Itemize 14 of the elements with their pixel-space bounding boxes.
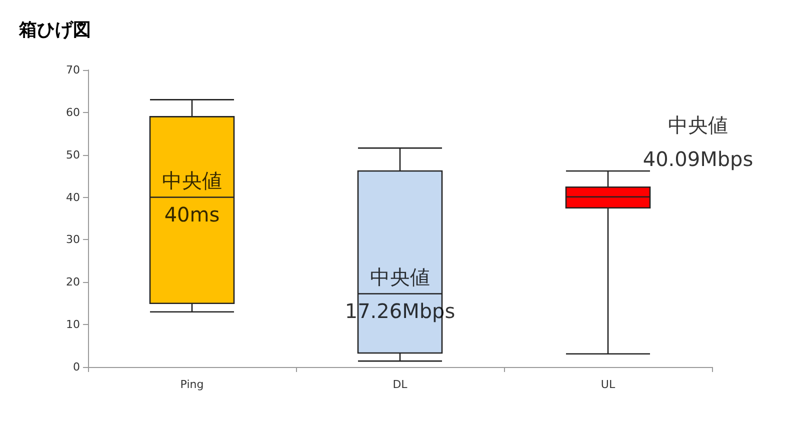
y-tick-label: 10	[66, 318, 80, 332]
y-tick-label: 30	[66, 233, 80, 246]
x-tick-label: UL	[600, 378, 616, 391]
y-tick-label: 50	[66, 148, 80, 162]
y-tick-label: 60	[66, 106, 80, 119]
annotation: 中央値 40.09Mbps	[642, 112, 754, 171]
x-tick-label: Ping	[180, 378, 204, 391]
annotation: 中央値 40ms	[162, 168, 222, 226]
y-tick-label: 40	[66, 190, 80, 204]
y-tick-label: 0	[73, 360, 80, 374]
y-tick-label: 70	[66, 64, 80, 76]
x-tick-label: DL	[392, 378, 408, 391]
chart-title: 箱ひげ図	[18, 20, 91, 40]
y-tick-label: 20	[66, 276, 80, 289]
